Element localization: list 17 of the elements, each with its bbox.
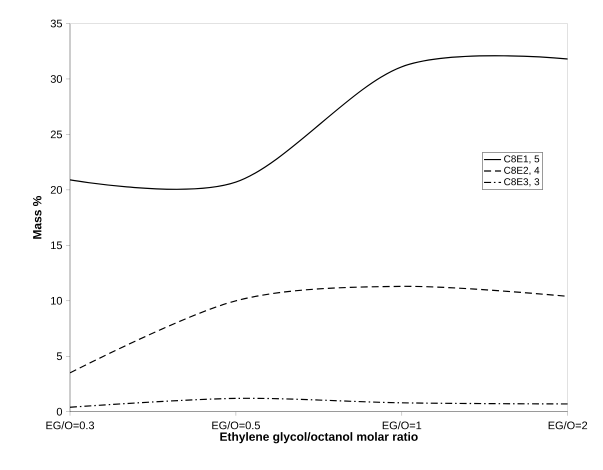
- y-axis-title: Mass %: [33, 196, 42, 239]
- x-tick-label: EG/O=0.3: [46, 421, 94, 430]
- legend-label: C8E2, 4: [504, 166, 540, 176]
- y-tick-label: 35: [50, 20, 62, 28]
- x-axis-title: Ethylene glycol/octanol molar ratio: [220, 432, 418, 444]
- y-tick-label: 10: [51, 296, 62, 305]
- y-tick-label: 0: [56, 408, 62, 416]
- y-tick-label: 5: [56, 352, 62, 360]
- y-tick-label: 30: [50, 75, 62, 83]
- y-tick-label: 25: [50, 130, 62, 138]
- legend-label: C8E1, 5: [504, 155, 540, 164]
- legend-label: C8E3, 3: [504, 178, 540, 186]
- x-tick-label: EG/O=2: [548, 421, 588, 430]
- y-tick-label: 20: [50, 186, 62, 194]
- x-tick-label: EG/O=1: [382, 421, 422, 430]
- y-tick-label: 15: [51, 242, 62, 250]
- x-tick-label: EG/O=0.5: [212, 421, 260, 430]
